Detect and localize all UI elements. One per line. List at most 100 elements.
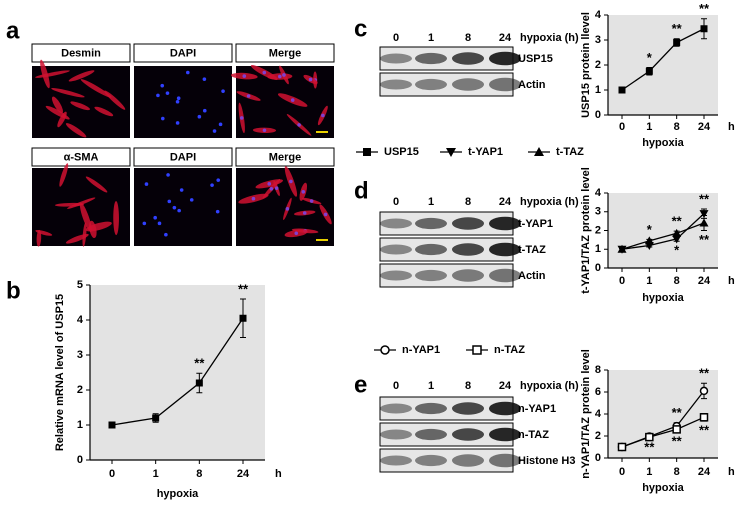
nucleus bbox=[172, 205, 177, 210]
blot-band bbox=[380, 429, 412, 440]
y-tick-label: 0 bbox=[595, 109, 601, 121]
nucleus bbox=[160, 116, 165, 121]
y-axis-title: t-YAP1/TAZ protein level bbox=[580, 167, 592, 294]
image-header-box bbox=[31, 147, 131, 167]
cell bbox=[51, 96, 63, 114]
blot-band bbox=[489, 242, 521, 257]
marker bbox=[152, 414, 160, 422]
x-tick-label: 1 bbox=[646, 121, 652, 133]
series-line bbox=[111, 317, 244, 426]
nucleus bbox=[267, 182, 272, 186]
marker bbox=[446, 148, 456, 157]
cell bbox=[45, 105, 70, 120]
significance: * bbox=[674, 243, 680, 258]
marker bbox=[700, 25, 708, 33]
lane-label: 24 bbox=[499, 380, 512, 392]
y-tick-label: 6 bbox=[595, 386, 601, 398]
image-header-box bbox=[133, 147, 233, 167]
y-tick-label: 0 bbox=[595, 262, 601, 274]
lane-title: hypoxia (h) bbox=[520, 196, 579, 208]
x-tick-label: 24 bbox=[237, 468, 250, 480]
nucleus bbox=[290, 98, 295, 102]
nucleus bbox=[251, 196, 256, 201]
nucleus bbox=[294, 231, 299, 236]
marker bbox=[673, 39, 681, 46]
nucleus bbox=[202, 108, 207, 113]
significance: * bbox=[647, 222, 653, 237]
marker bbox=[645, 432, 654, 442]
blot-band bbox=[415, 402, 447, 415]
blot-band bbox=[452, 402, 484, 415]
marker bbox=[644, 236, 654, 245]
nucleus bbox=[269, 186, 274, 191]
nucleus bbox=[176, 96, 181, 101]
lane-label: 1 bbox=[428, 196, 434, 208]
x-unit: h bbox=[728, 466, 735, 478]
image-header-box bbox=[31, 43, 131, 63]
nucleus bbox=[179, 188, 184, 192]
y-tick-label: 3 bbox=[595, 206, 601, 218]
significance: ** bbox=[699, 191, 710, 206]
nucleus bbox=[308, 77, 313, 82]
nucleus bbox=[156, 93, 160, 98]
cell bbox=[94, 106, 114, 117]
significance: * bbox=[647, 50, 653, 65]
cell bbox=[68, 70, 95, 82]
nucleus bbox=[323, 212, 328, 217]
cell bbox=[79, 202, 92, 233]
y-tick-label: 3 bbox=[77, 349, 83, 361]
nucleus bbox=[215, 209, 220, 214]
legend-label: n-YAP1 bbox=[402, 344, 440, 356]
y-tick-label: 8 bbox=[595, 364, 601, 376]
blot-band bbox=[415, 243, 447, 256]
image-header: Merge bbox=[269, 47, 301, 59]
y-axis-title: USP15 protein llevel bbox=[580, 12, 592, 118]
blot-band bbox=[489, 216, 521, 231]
x-tick-label: 8 bbox=[674, 121, 680, 133]
significance: ** bbox=[672, 21, 683, 36]
x-tick-label: 0 bbox=[619, 466, 625, 478]
panel-label: a bbox=[6, 17, 20, 44]
significance: ** bbox=[644, 440, 655, 455]
panel-label: e bbox=[354, 371, 367, 398]
y-tick-label: 2 bbox=[595, 430, 601, 442]
x-tick-label: 0 bbox=[619, 275, 625, 287]
blot-band bbox=[415, 217, 447, 230]
cell bbox=[65, 123, 87, 138]
x-axis-title: hypoxia bbox=[642, 482, 684, 494]
band-label: n-YAP1 bbox=[518, 403, 556, 415]
y-axis-title: Relative mRNA level of USP15 bbox=[54, 294, 66, 451]
legend-label: n-TAZ bbox=[494, 344, 525, 356]
legend-label: t-YAP1 bbox=[468, 146, 503, 158]
y-tick-label: 2 bbox=[595, 224, 601, 236]
marker bbox=[699, 210, 709, 219]
nucleus bbox=[189, 198, 194, 202]
blot-band bbox=[452, 269, 484, 282]
blot-band bbox=[380, 244, 412, 255]
y-tick-label: 4 bbox=[595, 408, 602, 420]
image-header: α-SMA bbox=[64, 151, 99, 163]
nucleus bbox=[282, 73, 286, 77]
y-tick-label: 2 bbox=[77, 384, 83, 396]
series-line bbox=[621, 416, 705, 448]
blot-band bbox=[380, 53, 412, 64]
nucleus bbox=[301, 189, 306, 194]
nucleus bbox=[210, 183, 214, 187]
nucleus bbox=[262, 70, 267, 75]
band-label: Actin bbox=[518, 79, 546, 91]
nucleus bbox=[278, 74, 282, 79]
cell bbox=[70, 101, 90, 111]
x-tick-label: 24 bbox=[698, 121, 711, 133]
y-tick-label: 4 bbox=[77, 314, 84, 326]
x-tick-label: 1 bbox=[646, 466, 652, 478]
series-line bbox=[621, 222, 705, 250]
legend-label: USP15 bbox=[384, 146, 419, 158]
blot-band bbox=[415, 454, 447, 467]
nucleus bbox=[321, 113, 325, 118]
nucleus bbox=[309, 199, 314, 203]
band-label: t-YAP1 bbox=[518, 218, 553, 230]
blot-band bbox=[380, 455, 412, 466]
nucleus bbox=[175, 121, 180, 125]
nucleus bbox=[142, 221, 147, 226]
lane-label: 24 bbox=[499, 196, 512, 208]
